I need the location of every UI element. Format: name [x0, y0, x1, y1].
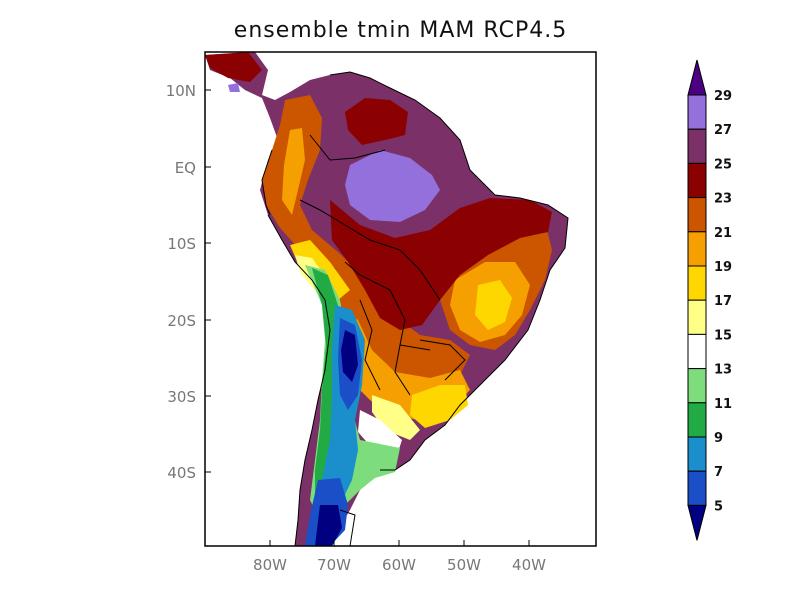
- region-below-5-south: [315, 505, 342, 546]
- region-21-23-nw: [262, 95, 355, 268]
- region-27-29-small: [228, 83, 240, 92]
- colorbar-box: [687, 470, 707, 506]
- colorbar: 29 27 25 23 21 19 17 15 13 11 9 7 5: [687, 59, 732, 541]
- colorbar-label: 17: [714, 294, 732, 309]
- lat-label-30s: 30S: [167, 388, 196, 406]
- colorbar-label: 15: [714, 328, 732, 343]
- lon-label-50w: 50W: [447, 556, 481, 574]
- colorbar-box: [687, 299, 707, 335]
- region-17-19-uruguay: [410, 385, 468, 428]
- lat-label-40s: 40S: [167, 464, 196, 482]
- lon-label-80w: 80W: [253, 556, 287, 574]
- colorbar-label: 13: [714, 363, 732, 378]
- colorbar-label: 19: [714, 260, 732, 275]
- lat-label-10s: 10S: [167, 235, 196, 253]
- region-17-19-east: [475, 280, 512, 330]
- lat-label-10n: 10N: [166, 82, 196, 100]
- colorbar-label: 7: [714, 465, 723, 480]
- colorbar-label: 21: [714, 226, 732, 241]
- colorbar-label: 11: [714, 397, 732, 412]
- lon-label-40w: 40W: [512, 556, 546, 574]
- lat-label-eq: EQ: [175, 159, 196, 177]
- colorbar-label: 27: [714, 123, 732, 138]
- colorbar-label: 9: [714, 431, 723, 446]
- region-13-15: [358, 410, 402, 452]
- region-23-25-north: [345, 98, 408, 145]
- temperature-field: [205, 52, 569, 546]
- colorbar-box: [687, 162, 707, 199]
- colorbar-box: [687, 402, 707, 438]
- colorbar-box: [687, 231, 707, 267]
- colorbar-top-arrow: [687, 59, 707, 96]
- plot-frame: [204, 51, 597, 547]
- lon-label-70w: 70W: [317, 556, 351, 574]
- colorbar-label: 5: [714, 499, 723, 514]
- colorbar-label: 23: [714, 192, 732, 207]
- lat-label-20s: 20S: [167, 312, 196, 330]
- colorbar-box: [687, 197, 707, 233]
- lon-label-60w: 60W: [382, 556, 416, 574]
- colorbar-label: 25: [714, 157, 732, 172]
- colorbar-box: [687, 436, 707, 472]
- colorbar-bottom-arrow: [687, 504, 707, 541]
- region-15-17: [372, 395, 420, 440]
- region-23-25-central: [330, 198, 552, 330]
- map-title: ensemble tmin MAM RCP4.5: [233, 18, 568, 43]
- lon-ticks: [269, 540, 530, 546]
- colorbar-label: 29: [714, 89, 732, 104]
- region-below-5: [341, 330, 358, 382]
- country-borders: [261, 71, 569, 546]
- region-19-21-nw: [282, 128, 305, 215]
- lat-ticks: [205, 89, 211, 473]
- colorbar-box: [687, 368, 707, 404]
- colorbar-box: [687, 333, 707, 370]
- colorbar-box: [687, 265, 707, 301]
- colorbar-box: [687, 94, 707, 130]
- colorbar-box: [687, 128, 707, 164]
- region-27-29: [345, 150, 440, 222]
- region-23-25-nw: [205, 52, 262, 82]
